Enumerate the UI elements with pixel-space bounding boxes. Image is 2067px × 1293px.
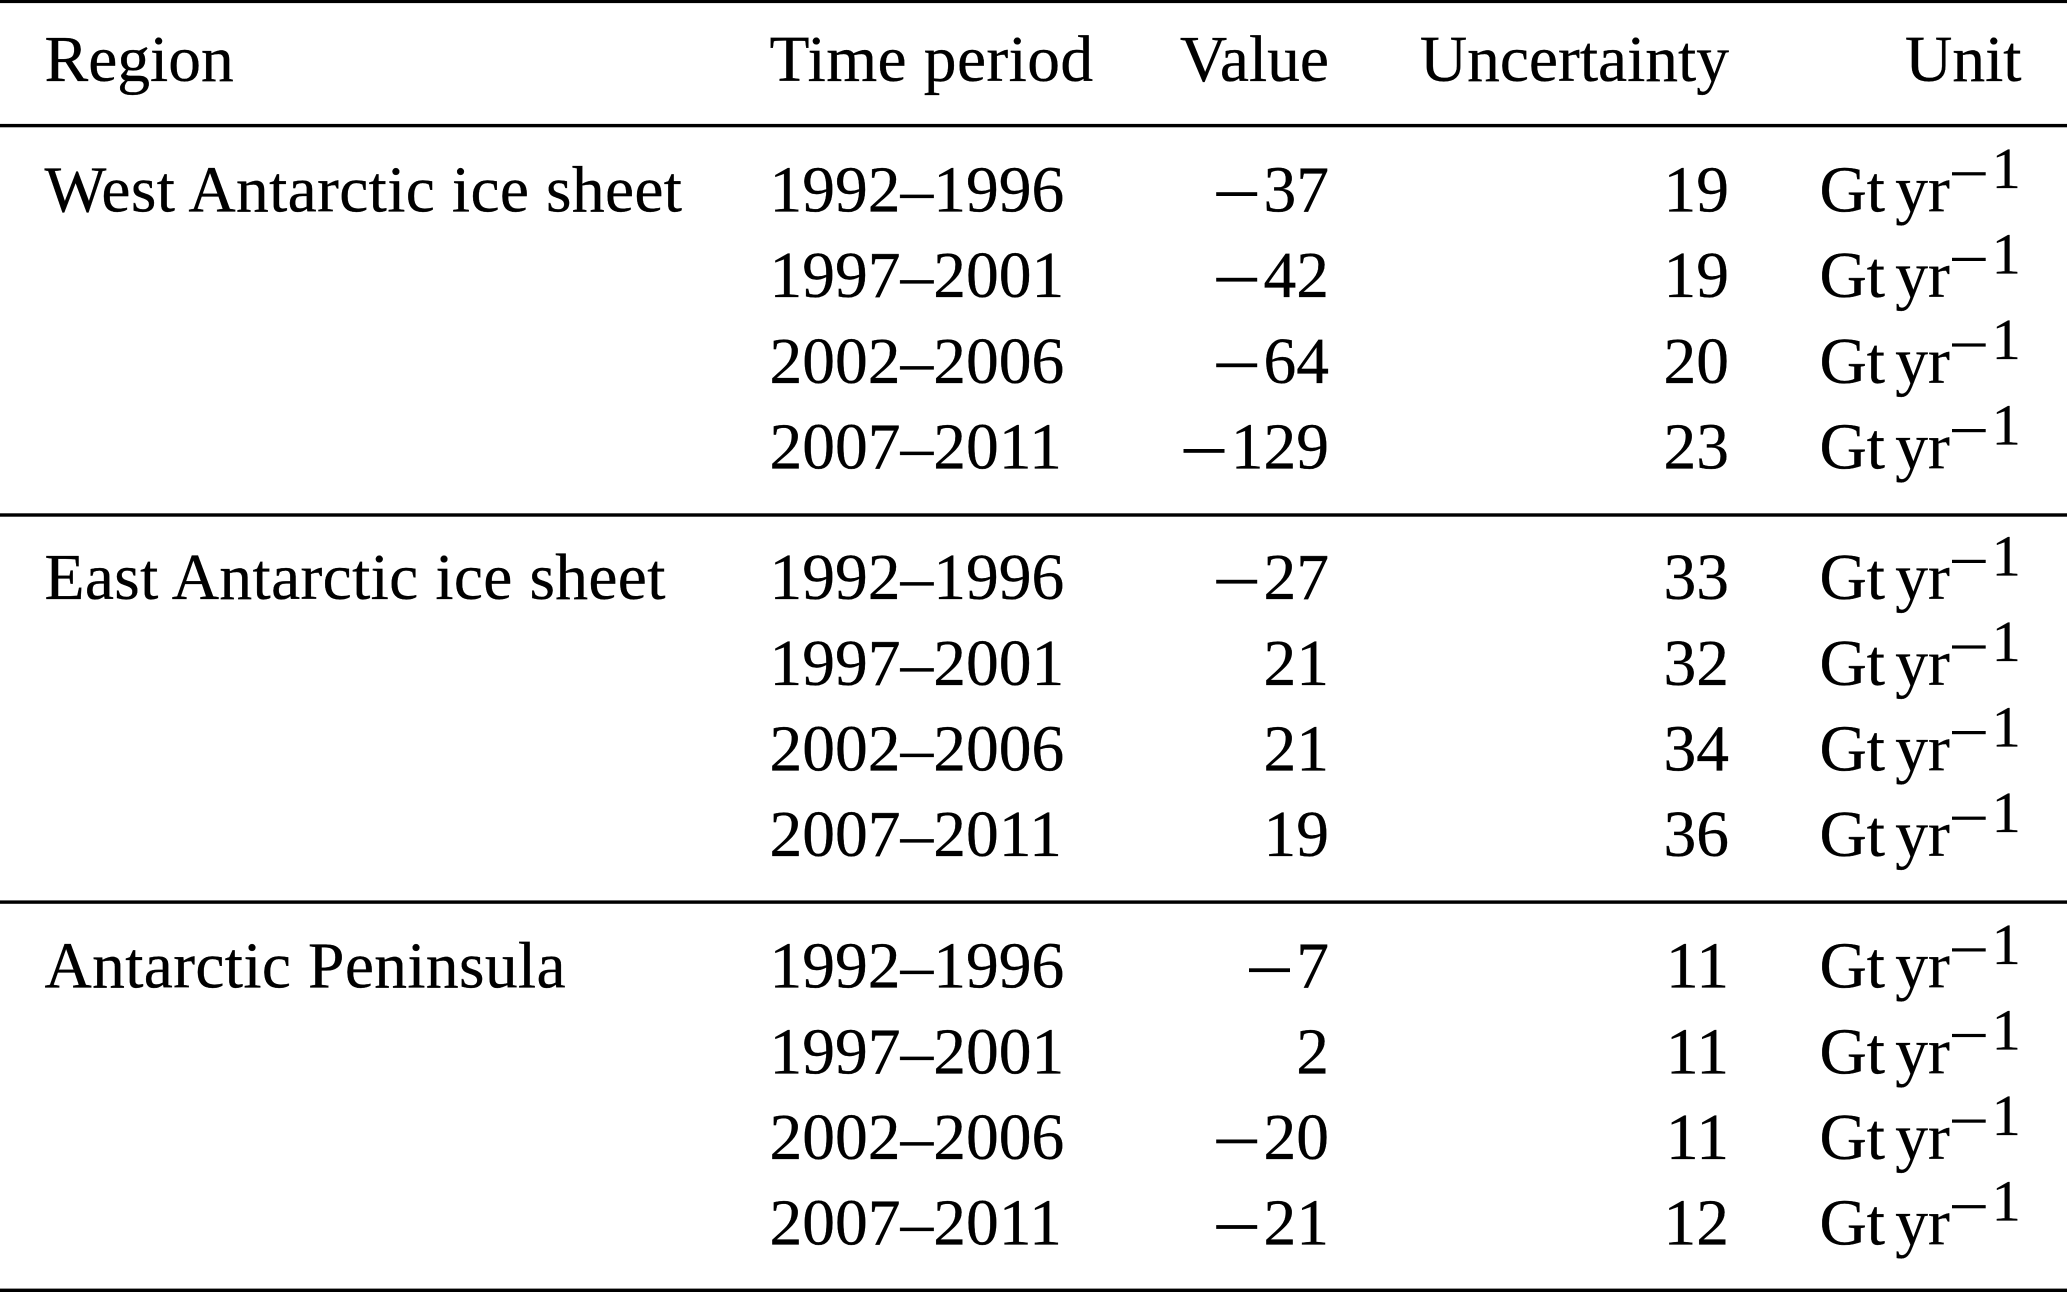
svg-text:11: 11 [1666, 1102, 1729, 1174]
svg-text:1992–1996: 1992–1996 [770, 931, 1065, 1003]
svg-text:37: 37 [1264, 155, 1330, 227]
svg-text:19: 19 [1664, 155, 1730, 227]
svg-text:2007–2011: 2007–2011 [770, 799, 1062, 871]
svg-text:1: 1 [1992, 609, 2021, 674]
svg-text:2002–2006: 2002–2006 [770, 1102, 1065, 1174]
svg-text:2007–2011: 2007–2011 [770, 411, 1062, 483]
svg-text:Region: Region [45, 24, 234, 96]
svg-text:1: 1 [1992, 912, 2021, 977]
svg-text:42: 42 [1264, 240, 1330, 312]
svg-text:1992–1996: 1992–1996 [770, 542, 1065, 614]
svg-text:Antarctic Peninsula: Antarctic Peninsula [45, 931, 566, 1003]
svg-text:7: 7 [1296, 931, 1329, 1003]
svg-text:1: 1 [1992, 780, 2021, 845]
svg-text:2007–2011: 2007–2011 [770, 1188, 1062, 1260]
svg-text:21: 21 [1264, 1188, 1330, 1260]
svg-text:19: 19 [1664, 240, 1730, 312]
svg-text:1: 1 [1992, 695, 2021, 760]
svg-text:2002–2006: 2002–2006 [770, 713, 1065, 785]
svg-text:1997–2001: 1997–2001 [770, 240, 1065, 312]
svg-text:1: 1 [1992, 1083, 2021, 1148]
svg-text:12: 12 [1664, 1188, 1730, 1260]
svg-text:64: 64 [1264, 326, 1330, 398]
svg-text:West Antarctic ice sheet: West Antarctic ice sheet [45, 155, 683, 227]
svg-text:33: 33 [1664, 542, 1730, 614]
svg-text:Uncertainty: Uncertainty [1420, 24, 1729, 96]
svg-text:2002–2006: 2002–2006 [770, 326, 1065, 398]
svg-text:1: 1 [1992, 393, 2021, 458]
svg-text:1: 1 [1992, 221, 2021, 286]
svg-text:1: 1 [1992, 307, 2021, 372]
svg-text:1997–2001: 1997–2001 [770, 1016, 1065, 1088]
svg-text:21: 21 [1264, 713, 1330, 785]
svg-text:Value: Value [1180, 24, 1329, 96]
svg-text:19: 19 [1264, 799, 1330, 871]
svg-text:129: 129 [1231, 411, 1329, 483]
svg-text:34: 34 [1664, 713, 1730, 785]
svg-text:23: 23 [1664, 411, 1730, 483]
svg-text:Unit: Unit [1905, 24, 2021, 96]
svg-text:1997–2001: 1997–2001 [770, 628, 1065, 700]
svg-text:Time period: Time period [770, 24, 1094, 96]
svg-text:20: 20 [1664, 326, 1730, 398]
svg-text:1: 1 [1992, 1169, 2021, 1234]
svg-text:11: 11 [1666, 1016, 1729, 1088]
svg-text:11: 11 [1666, 931, 1729, 1003]
svg-text:32: 32 [1664, 628, 1730, 700]
svg-text:East Antarctic ice sheet: East Antarctic ice sheet [45, 542, 666, 614]
svg-text:1: 1 [1992, 136, 2021, 201]
svg-text:1: 1 [1992, 523, 2021, 588]
svg-text:21: 21 [1264, 628, 1330, 700]
svg-text:1992–1996: 1992–1996 [770, 155, 1065, 227]
svg-text:27: 27 [1264, 542, 1330, 614]
svg-text:20: 20 [1264, 1102, 1330, 1174]
svg-text:2: 2 [1296, 1016, 1329, 1088]
svg-text:1: 1 [1992, 998, 2021, 1063]
svg-text:36: 36 [1664, 799, 1730, 871]
